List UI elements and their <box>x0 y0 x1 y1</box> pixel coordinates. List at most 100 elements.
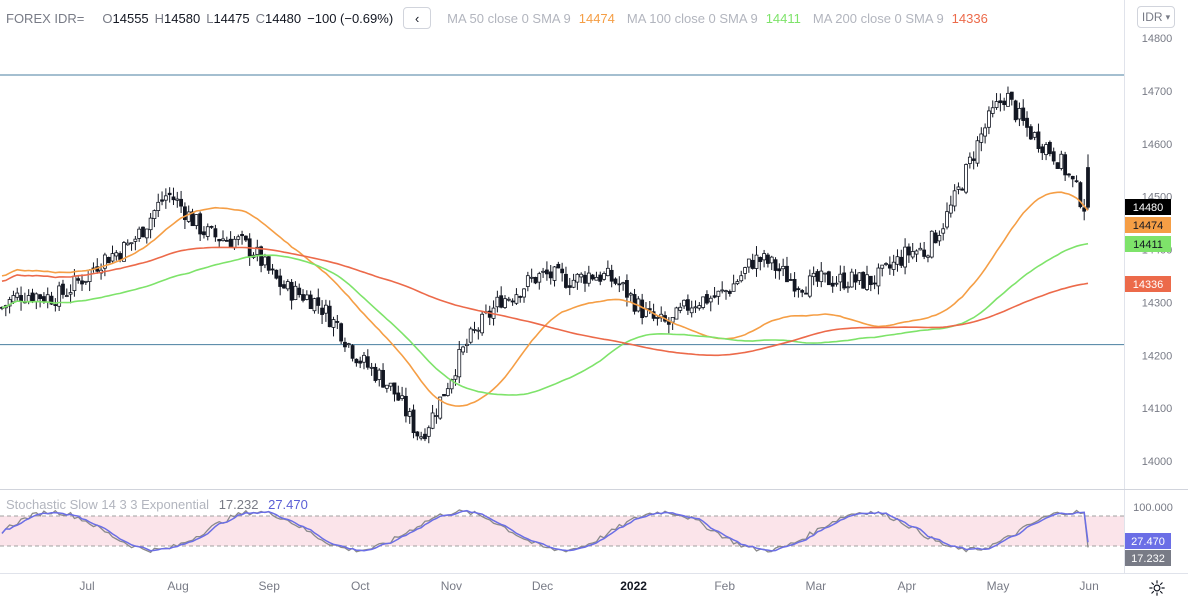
candle-body <box>430 412 435 429</box>
candle-body <box>518 296 523 298</box>
candle-body <box>133 238 138 242</box>
candle-body <box>823 272 827 275</box>
candle-body <box>1036 131 1041 149</box>
ma50-value: 14474 <box>578 10 615 26</box>
candle-body <box>853 274 858 283</box>
candle-body <box>857 272 862 281</box>
candle-body <box>609 269 614 282</box>
candle-body <box>316 297 321 306</box>
candle-body <box>560 268 565 274</box>
ma200-tag-bg <box>1125 276 1171 292</box>
candle-body <box>472 329 477 331</box>
candle-body <box>571 279 576 288</box>
candle-body <box>1021 107 1026 121</box>
candle-body <box>476 329 481 332</box>
currency-label: IDR <box>1141 10 1163 24</box>
candle-body <box>887 264 892 269</box>
candle-body <box>426 427 431 437</box>
candle-body <box>964 164 968 193</box>
candle-body <box>1006 92 1010 107</box>
candle-body <box>102 254 107 269</box>
candle-body <box>792 278 797 292</box>
candle-body <box>118 253 123 260</box>
candle-body <box>289 281 294 301</box>
candle-body <box>30 292 35 302</box>
candle-body <box>110 253 115 262</box>
candle-body <box>522 288 526 298</box>
candle-body <box>899 256 904 266</box>
candle-body <box>777 268 782 272</box>
ma200-line <box>1 246 1089 357</box>
candle-body <box>323 304 328 314</box>
candle-body <box>327 305 332 328</box>
time-tick-label: Oct <box>351 579 370 593</box>
chevron-left-icon: ‹ <box>414 10 420 26</box>
candle-body <box>960 188 965 191</box>
candle-body <box>343 341 347 348</box>
candle-body <box>384 384 389 389</box>
candle-body <box>529 276 534 279</box>
candle-body <box>15 292 20 298</box>
candle-body <box>190 211 195 227</box>
stoch-k-tag-text: 17.232 <box>1131 553 1165 565</box>
candle-body <box>506 298 511 301</box>
time-tick-label: Nov <box>441 579 462 593</box>
candle-body <box>335 321 340 323</box>
candle-body <box>583 274 587 284</box>
stoch-d-tag-text: 27.470 <box>1131 536 1165 548</box>
candle-body <box>163 195 168 201</box>
candle-body <box>548 271 553 279</box>
candle-body <box>537 273 542 283</box>
candle-body <box>712 295 717 298</box>
candle-body <box>1051 151 1056 162</box>
oscillator-legend: Stochastic Slow 14 3 3 Exponential 17.23… <box>6 497 308 512</box>
candle-body <box>849 271 854 288</box>
candle-body <box>53 304 58 306</box>
candle-body <box>266 256 271 271</box>
stoch-d-tag-bg <box>1125 533 1171 549</box>
currency-button[interactable]: IDR ▾ <box>1137 6 1175 28</box>
candle-body <box>724 290 728 293</box>
ma200-tag: 14336 <box>1125 276 1171 292</box>
close-label: C <box>255 10 265 26</box>
candle-body <box>72 275 77 292</box>
symbol-label: FOREX IDR= <box>6 10 85 26</box>
candle-body <box>655 317 660 319</box>
candle-body <box>998 100 1003 104</box>
candle-body <box>815 271 820 282</box>
candle-body <box>217 239 222 242</box>
candle-body <box>525 275 530 287</box>
candle-body <box>11 295 16 303</box>
candle-body <box>918 247 923 251</box>
candle-body <box>179 198 183 207</box>
ma100-tag: 14411 <box>1125 236 1171 252</box>
gear-icon[interactable] <box>1148 579 1166 597</box>
price-tick-label: 14100 <box>1142 403 1173 415</box>
candle-body <box>914 250 919 255</box>
candle-body <box>255 246 260 255</box>
ma100-line <box>1 242 1089 396</box>
candle-body <box>26 295 31 302</box>
candle-body <box>1002 100 1007 106</box>
candle-body <box>320 307 324 315</box>
low-value: 14475 <box>213 10 250 26</box>
candle-body <box>1055 162 1060 169</box>
candle-body <box>685 299 690 311</box>
candle-body <box>228 238 233 248</box>
candle-body <box>590 274 595 280</box>
candle-body <box>647 308 652 311</box>
candle-body <box>613 278 618 284</box>
candle-body <box>1040 146 1045 154</box>
candle-body <box>213 228 218 238</box>
candle-body <box>785 265 789 283</box>
candle-body <box>373 366 378 381</box>
collapse-legend-button[interactable]: ‹ <box>403 7 432 29</box>
ma50-tag-text: 14474 <box>1133 220 1164 232</box>
candle-body <box>826 271 831 286</box>
candle-body <box>891 261 896 270</box>
candle-body <box>377 369 382 380</box>
time-tick-label: Feb <box>714 579 735 593</box>
time-tick-label: Aug <box>167 579 188 593</box>
oscillator-tick-label: 100.000 <box>1133 502 1173 514</box>
